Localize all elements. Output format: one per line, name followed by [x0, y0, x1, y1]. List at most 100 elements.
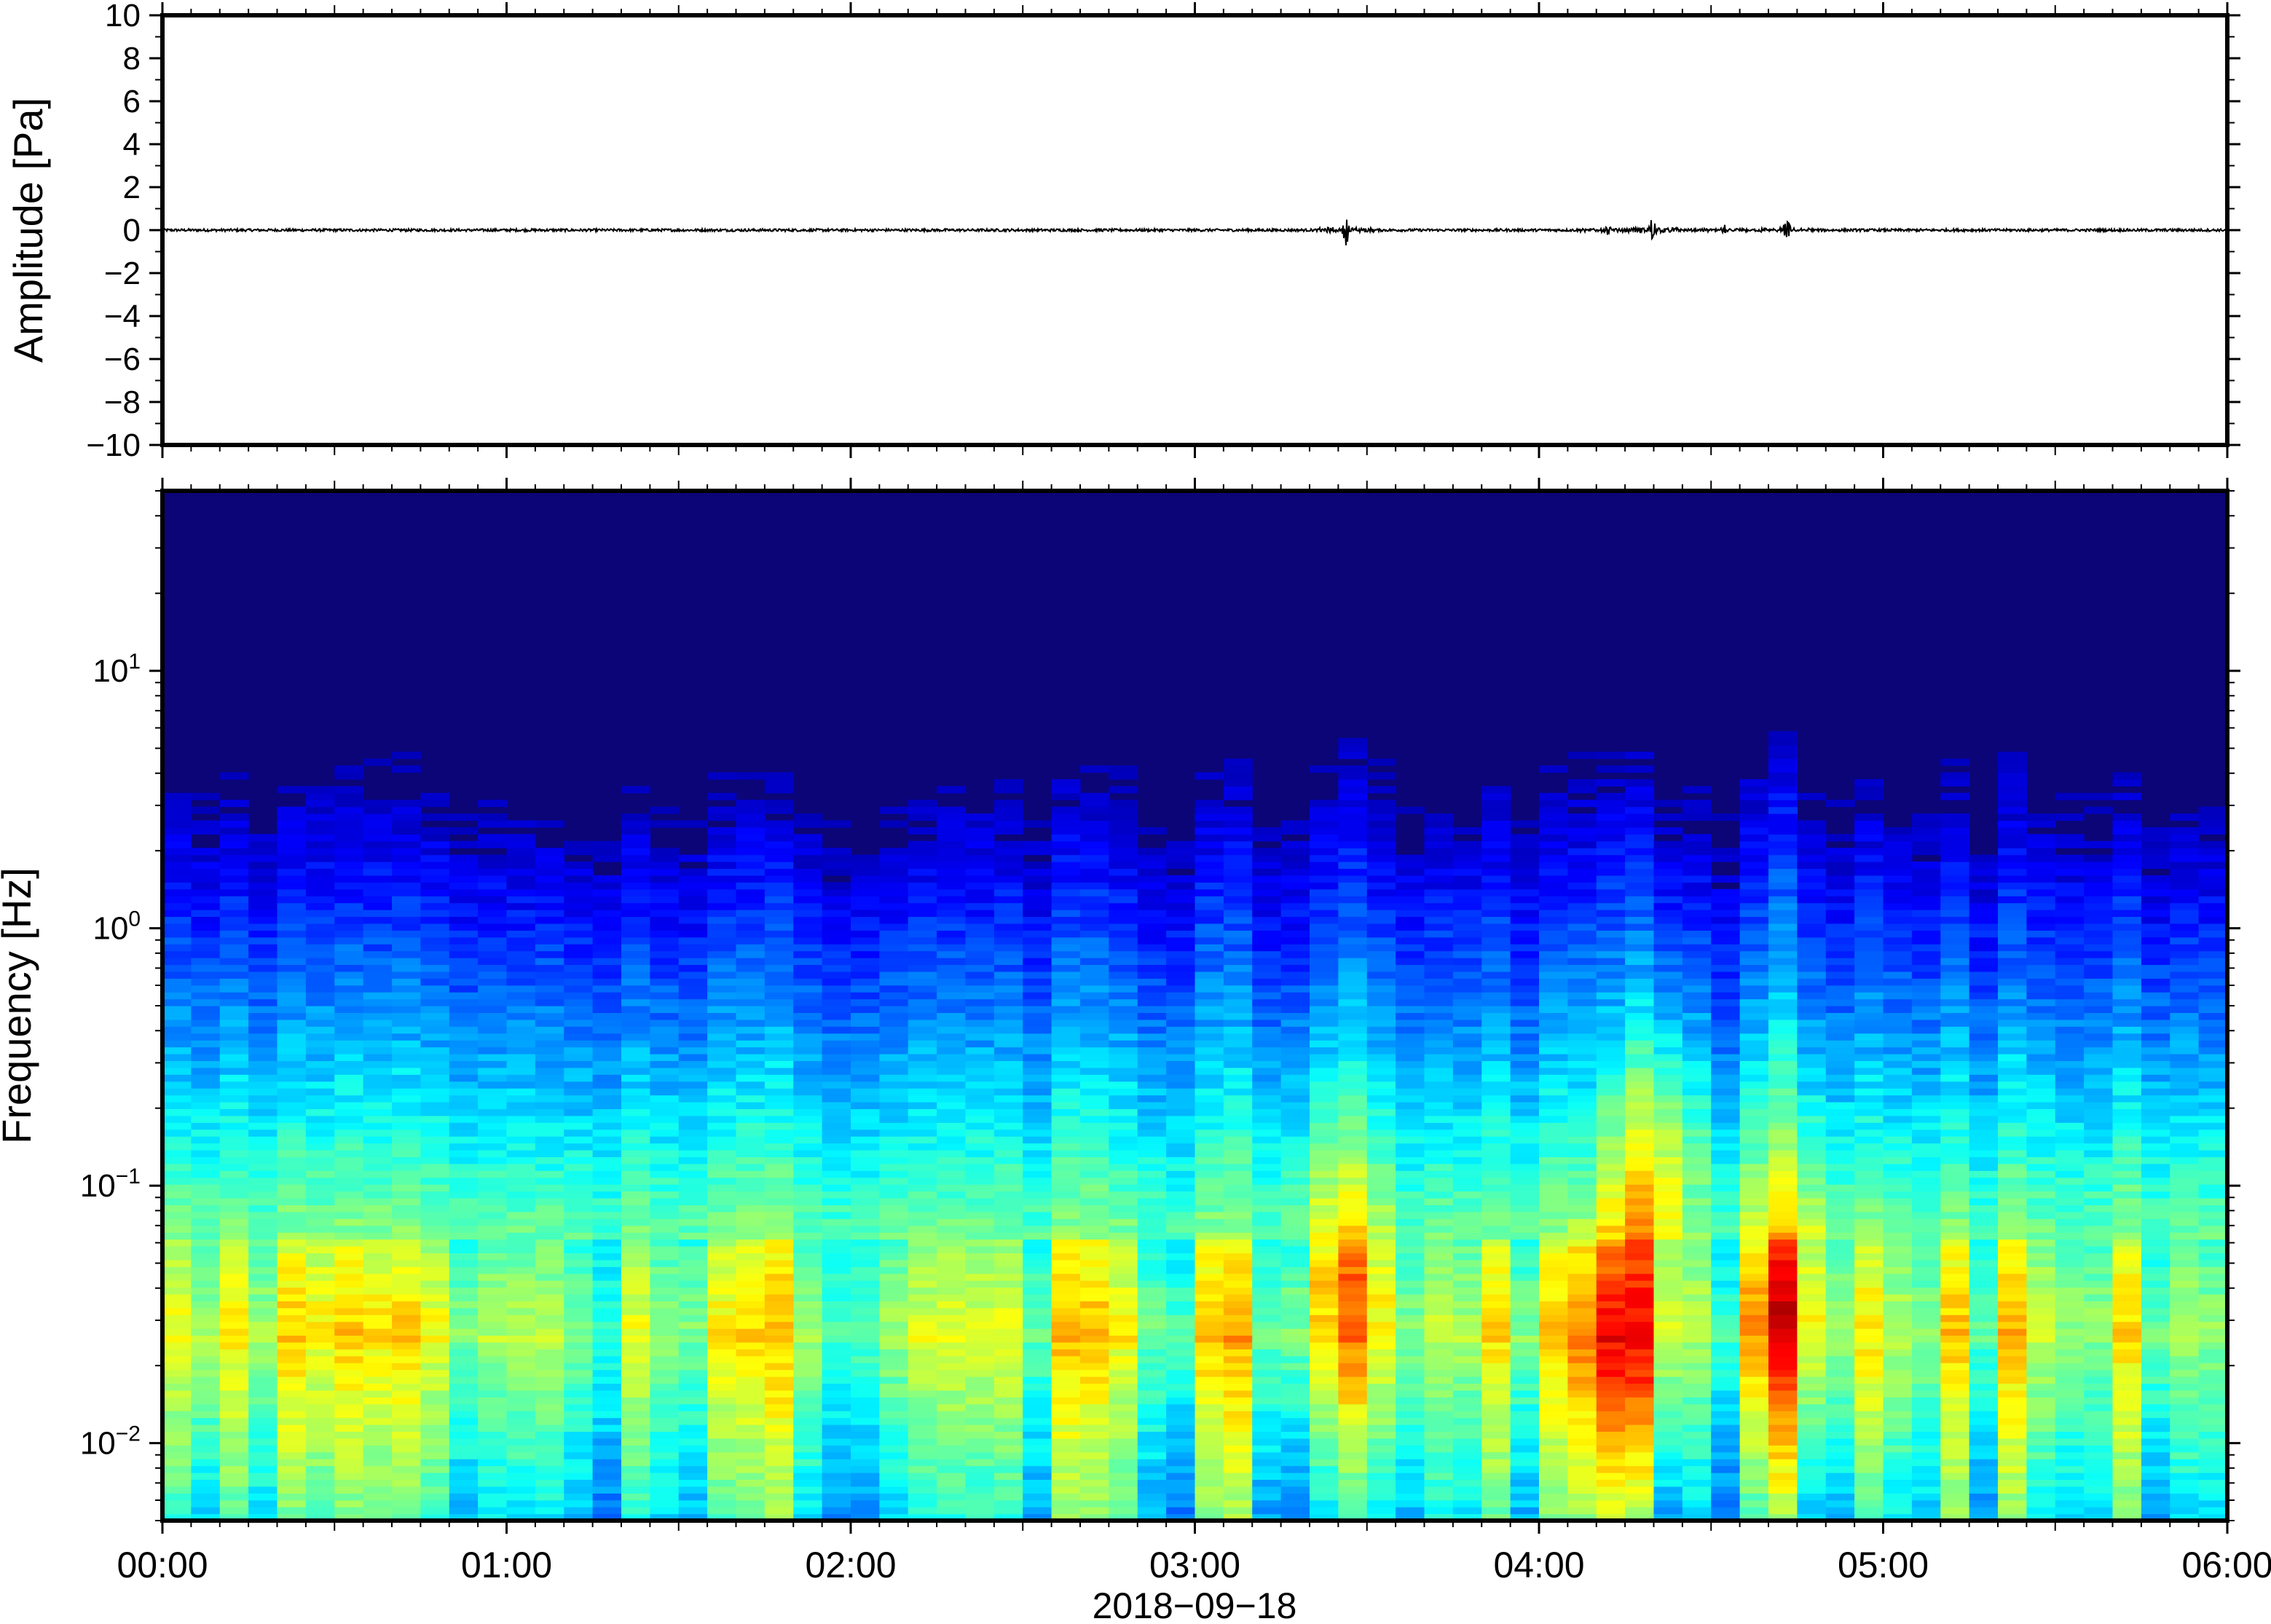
- spectrogram-cell: [478, 854, 508, 862]
- spectrogram-cell: [219, 882, 249, 890]
- spectrogram-cell: [1194, 1314, 1224, 1323]
- spectrogram-cell: [1166, 1424, 1196, 1432]
- spectrogram-cell: [736, 1136, 765, 1144]
- spectrogram-cell: [1310, 1499, 1339, 1507]
- spectrogram-cell: [162, 1355, 192, 1363]
- spectrogram-cell: [793, 1232, 823, 1240]
- spectrogram-cell: [449, 1232, 479, 1240]
- spectrogram-cell: [1109, 1438, 1138, 1446]
- spectrogram-cell: [506, 1335, 536, 1343]
- spectrogram-cell: [764, 827, 794, 835]
- spectrogram-cell: [1223, 1321, 1253, 1329]
- spectrogram-cell: [707, 772, 737, 780]
- spectrogram-cell: [764, 992, 794, 1000]
- spectrogram-cell: [1051, 820, 1081, 828]
- spectrogram-cell: [392, 1143, 421, 1151]
- spectrogram-cell: [305, 800, 335, 808]
- spectrogram-cell: [1424, 1232, 1454, 1240]
- spectrogram-cell: [1166, 1218, 1196, 1226]
- spectrogram-cell: [305, 923, 335, 931]
- spectrogram-cell: [506, 1046, 536, 1055]
- spectrogram-cell: [305, 1355, 335, 1363]
- spectrogram-cell: [1252, 1349, 1282, 1357]
- spectrogram-cell: [1424, 1115, 1454, 1123]
- spectrogram-cell: [879, 1314, 909, 1323]
- spectrogram-cell: [219, 1459, 249, 1467]
- spectrogram-cell: [650, 964, 680, 972]
- spectrogram-cell: [248, 1397, 278, 1405]
- spectrogram-cell: [736, 902, 765, 910]
- spectrogram-cell: [707, 1273, 737, 1281]
- spectrogram-cell: [621, 992, 650, 1000]
- spectrogram-cell: [707, 1424, 737, 1432]
- spectrogram-cell: [993, 1499, 1023, 1507]
- spectrogram-cell: [851, 1314, 880, 1323]
- spectrogram-cell: [793, 998, 823, 1006]
- spectrogram-cell: [1023, 930, 1052, 938]
- spectrogram-cell: [793, 820, 823, 828]
- spectrogram-cell: [1223, 1129, 1253, 1137]
- spectrogram-cell: [822, 1438, 851, 1446]
- spectrogram-cell: [1310, 875, 1339, 883]
- spectrogram-cell: [305, 1218, 335, 1226]
- spectrogram-cell: [305, 1369, 335, 1377]
- spectrogram-cell: [993, 1341, 1023, 1349]
- spectrogram-cell: [334, 1314, 364, 1323]
- spectrogram-cell: [191, 1046, 221, 1055]
- spectrogram-cell: [822, 971, 851, 979]
- spectrogram-cell: [1166, 937, 1196, 945]
- spectrogram-cell: [1080, 1088, 1109, 1096]
- spectrogram-cell: [793, 1143, 823, 1151]
- spectrogram-cell: [592, 1376, 622, 1384]
- spectrogram-cell: [678, 964, 708, 972]
- spectrogram-cell: [162, 1143, 192, 1151]
- spectrogram-cell: [1424, 1156, 1454, 1164]
- spectrogram-cell: [851, 1074, 880, 1082]
- spectrogram-cell: [879, 944, 909, 952]
- spectrogram-cell: [1396, 1019, 1425, 1027]
- spectrogram-cell: [736, 964, 765, 972]
- spectrogram-cell: [879, 1081, 909, 1089]
- spectrogram-cell: [1194, 1513, 1224, 1521]
- spectrogram-cell: [621, 978, 650, 986]
- spectrogram-cell: [334, 882, 364, 890]
- spectrogram-cell: [277, 1170, 307, 1178]
- spectrogram-cell: [1023, 1129, 1052, 1137]
- spectrogram-cell: [851, 1363, 880, 1371]
- spectrogram-cell: [908, 1232, 937, 1240]
- spectrogram-cell: [305, 1417, 335, 1425]
- spectrogram-cell: [392, 958, 421, 966]
- spectrogram-cell: [1023, 1321, 1052, 1329]
- spectrogram-cell: [1396, 1335, 1425, 1343]
- spectrogram-cell: [965, 1163, 995, 1171]
- spectrogram-cell: [506, 1376, 536, 1384]
- spectrogram-cell: [449, 1211, 479, 1219]
- spectrogram-cell: [506, 1307, 536, 1315]
- spectrogram-cell: [1338, 992, 1368, 1000]
- spectrogram-cell: [1252, 1156, 1282, 1164]
- spectrogram-cell: [1280, 840, 1310, 848]
- spectrogram-cell: [1051, 827, 1081, 835]
- spectrogram-cell: [191, 1211, 221, 1219]
- spectrogram-cell: [764, 1473, 794, 1481]
- spectrogram-cell: [277, 902, 307, 910]
- spectrogram-cell: [1051, 1369, 1081, 1377]
- spectrogram-cell: [506, 1177, 536, 1185]
- spectrogram-cell: [334, 1280, 364, 1288]
- spectrogram-cell: [937, 1341, 967, 1349]
- spectrogram-cell: [506, 985, 536, 993]
- spectrogram-cell: [248, 1033, 278, 1041]
- spectrogram-cell: [305, 1163, 335, 1171]
- spectrogram-cell: [1080, 923, 1109, 931]
- spectrogram-cell: [1166, 1486, 1196, 1494]
- spectrogram-cell: [1366, 1101, 1396, 1109]
- spectrogram-cell: [1481, 1493, 1511, 1501]
- spectrogram-cell: [392, 1369, 421, 1377]
- spectrogram-cell: [1424, 902, 1454, 910]
- spectrogram-cell: [1194, 1053, 1224, 1062]
- spectrogram-cell: [1338, 1486, 1368, 1494]
- spectrogram-cell: [392, 1067, 421, 1075]
- spectrogram-cell: [1280, 1184, 1310, 1192]
- spectrogram-cell: [1051, 1053, 1081, 1062]
- spectrogram-cell: [1023, 1033, 1052, 1041]
